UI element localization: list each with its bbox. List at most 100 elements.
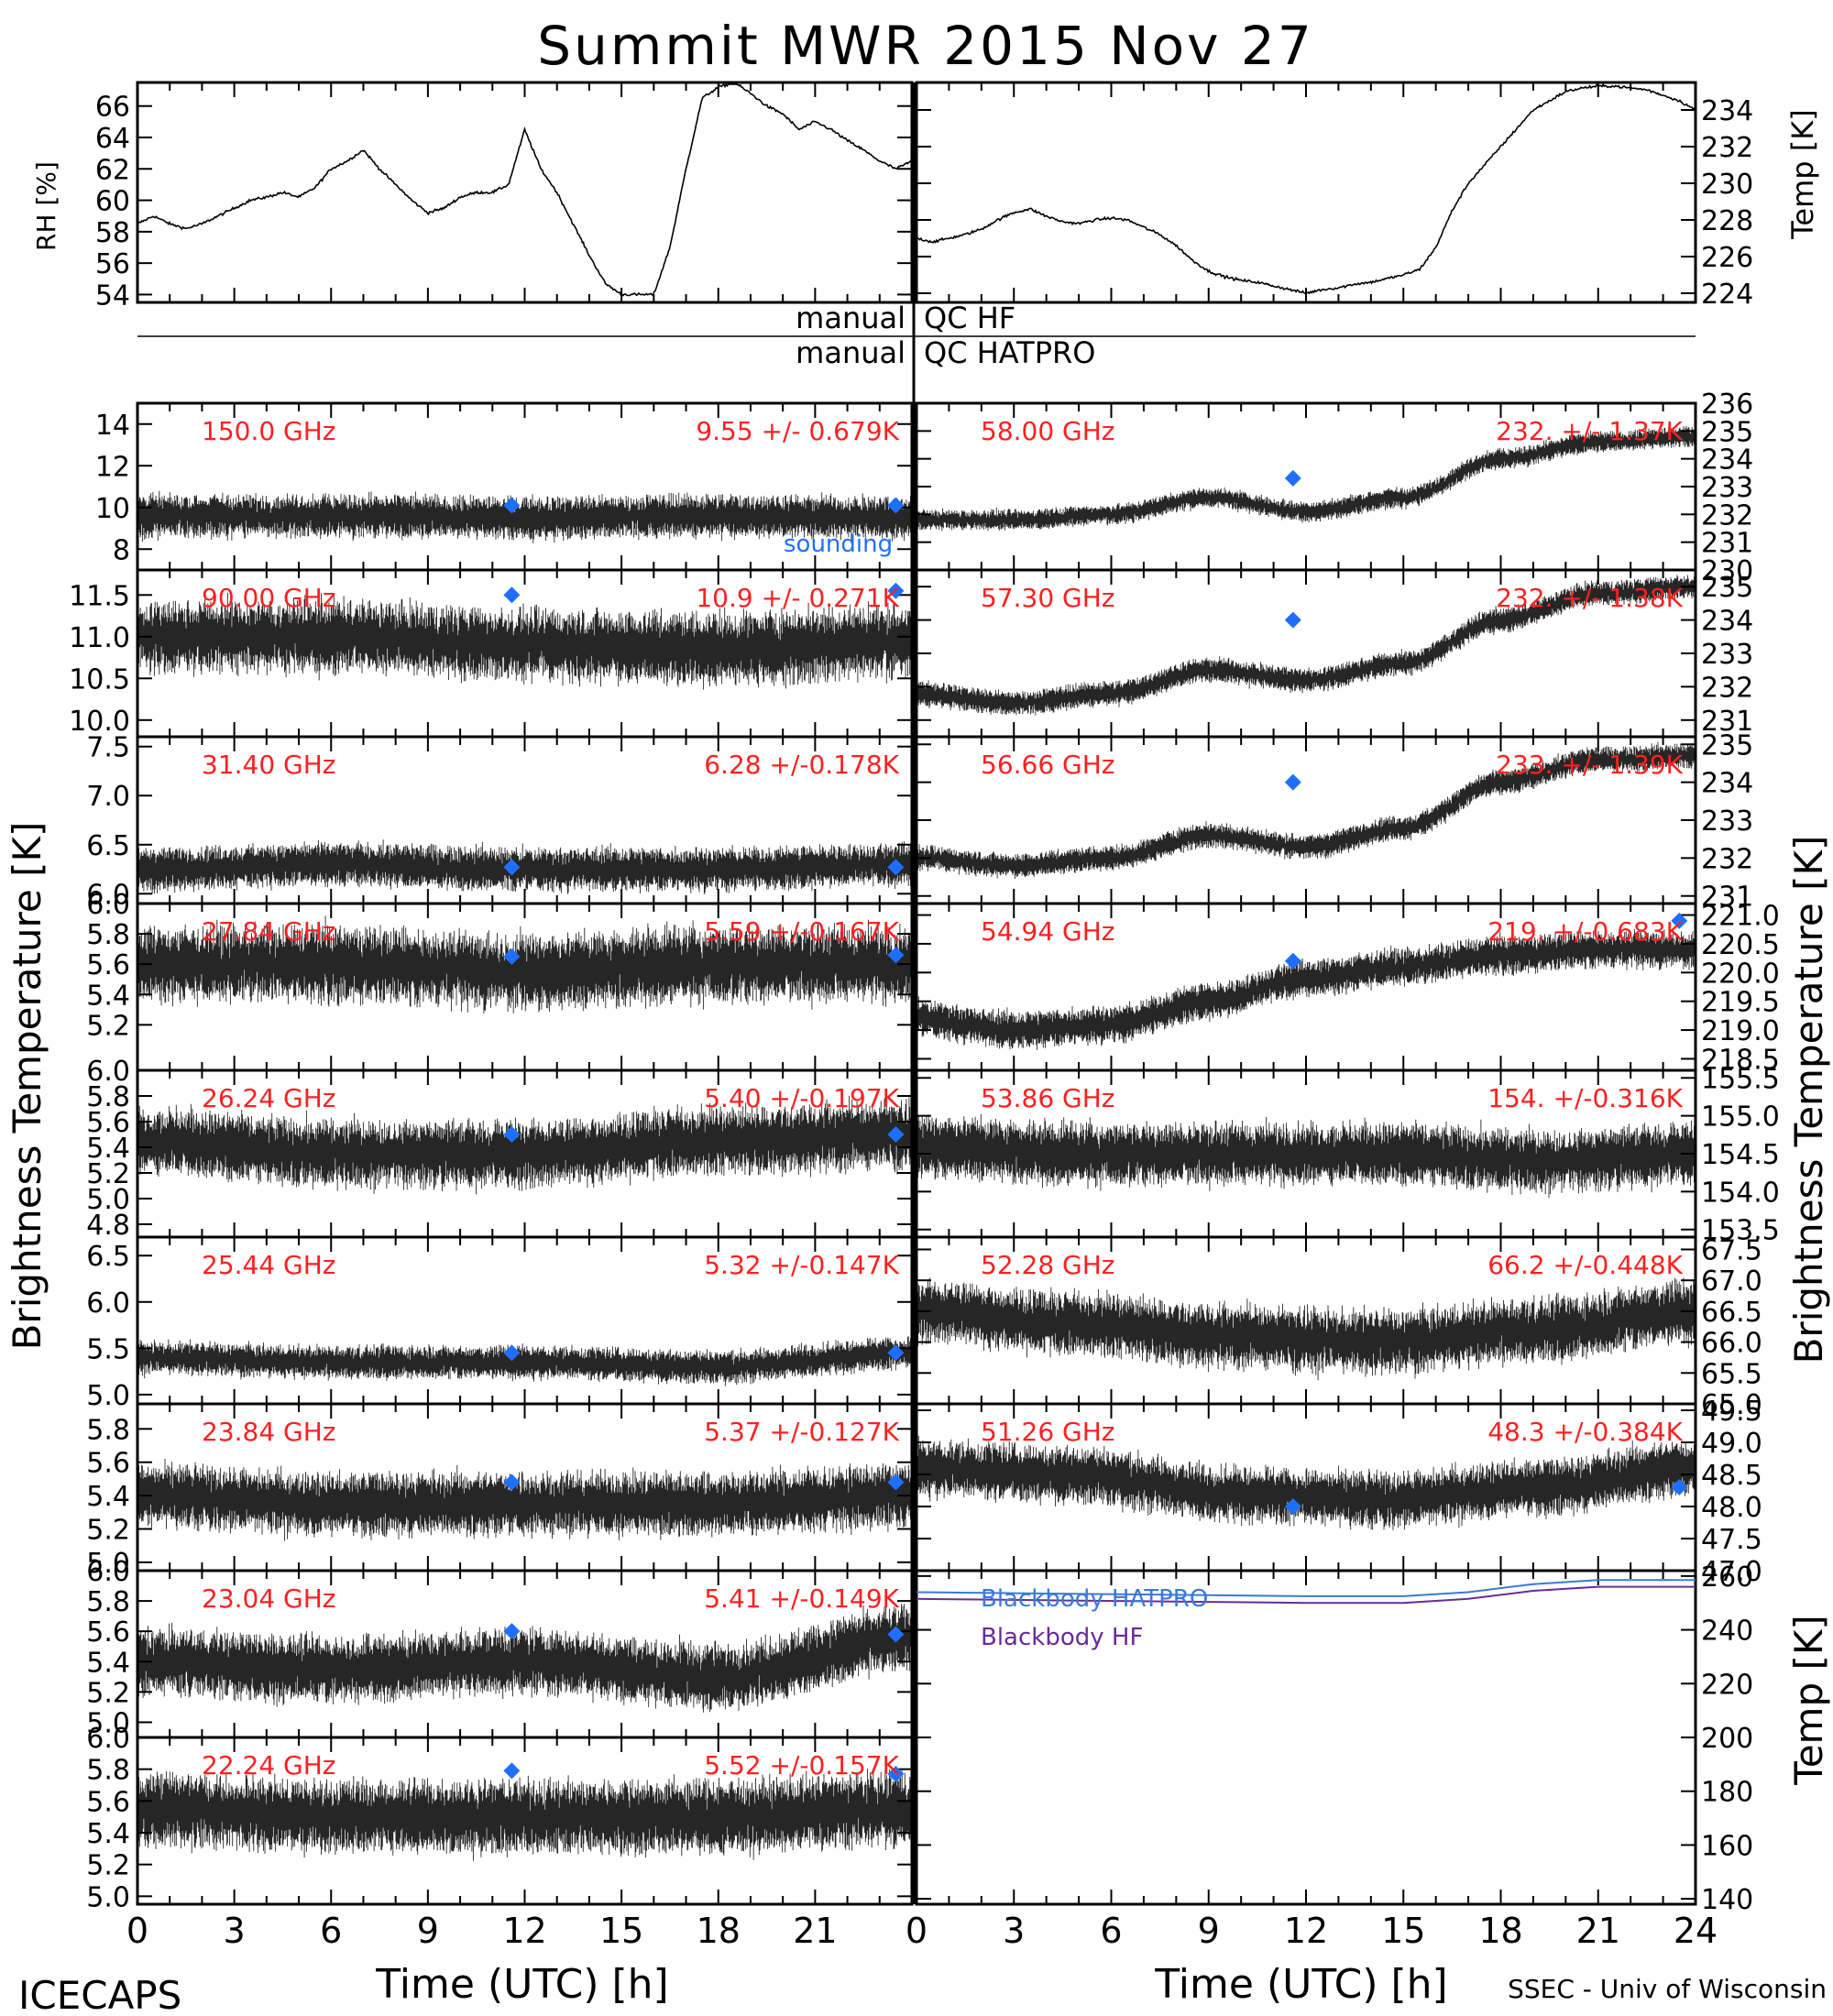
y-tick-label: 153.5 [1701, 1215, 1780, 1247]
y-tick-label: 233 [1701, 472, 1753, 504]
stat-label: 154. +/-0.316K [1487, 1083, 1683, 1113]
y-tick-label: 240 [1701, 1616, 1753, 1648]
y-tick-label: 234 [1701, 444, 1753, 477]
y-tick-label: 5.4 [86, 1481, 130, 1513]
sounding-marker [1284, 773, 1301, 791]
left-panel-6: 5.0 5.5 6.0 6.5 25.44 GHz 5.32 +/-0.147K [86, 1235, 914, 1412]
x-tick-label: 9 [417, 1911, 439, 1951]
frequency-label: 23.04 GHz [202, 1583, 336, 1614]
frequency-label: 58.00 GHz [981, 416, 1115, 446]
y-tick-label: 47.0 [1701, 1556, 1762, 1588]
sounding-marker [887, 1626, 905, 1643]
y-tick-label: 56 [95, 248, 130, 280]
x-tick-label: 18 [697, 1911, 741, 1951]
y-tick-label: 234 [1701, 606, 1753, 638]
y-tick-label: 5.0 [86, 1707, 130, 1739]
blackbody-panel: 140 160 180 200 220 240 260 [915, 1561, 1753, 1916]
sounding-marker [1284, 952, 1301, 970]
data-points [137, 592, 913, 690]
y-tick-label: 54 [95, 279, 130, 312]
x-tick-label: 15 [599, 1911, 643, 1951]
data-points [137, 839, 913, 894]
sounding-marker [503, 1474, 521, 1491]
y-tick-label: 47.5 [1701, 1524, 1762, 1556]
y-tick-label: 230 [1701, 169, 1753, 201]
y-tick-label: 5.4 [86, 1818, 130, 1850]
y-tick-label: 10 [95, 493, 130, 525]
sounding-marker [503, 586, 521, 604]
sounding-marker [1284, 469, 1301, 487]
left-panel-3: 6.0 6.5 7.0 7.5 31.40 GHz 6.28 +/-0.178K [86, 732, 914, 911]
y-tick-label: 6.0 [86, 1556, 130, 1588]
y-tick-label: 6.0 [86, 879, 130, 911]
y-tick-label: 11.5 [69, 580, 130, 612]
y-tick-label: 231 [1701, 528, 1753, 560]
y-tick-label: 5.4 [86, 1133, 130, 1165]
y-tick-label: 235 [1701, 572, 1753, 604]
x-tick-label: 15 [1381, 1911, 1425, 1951]
y-tick-label: 6.0 [86, 1056, 130, 1088]
data-points [916, 928, 1696, 1050]
x-tick-label: 9 [1198, 1911, 1220, 1951]
frequency-label: 56.66 GHz [981, 750, 1115, 780]
frequency-label: 27.84 GHz [202, 916, 336, 947]
stat-label: 66.2 +/-0.448K [1487, 1250, 1683, 1280]
stat-label: 5.52 +/-0.157K [704, 1750, 899, 1780]
stat-label: 5.40 +/-0.197K [704, 1083, 899, 1113]
x-tick-label: 24 [1674, 1911, 1718, 1951]
y-tick-label: 11.0 [69, 622, 130, 654]
y-tick-label: 160 [1701, 1830, 1753, 1862]
frequency-label: 31.40 GHz [202, 750, 336, 780]
sounding-marker [887, 497, 905, 514]
y-tick-label: 5.5 [86, 1333, 130, 1365]
data-points [137, 1336, 913, 1386]
bb-series-2 [916, 1585, 1696, 1605]
y-tick-label: 48.5 [1701, 1460, 1762, 1492]
y-tick-label: 154.0 [1701, 1177, 1780, 1209]
y-tick-label: 235 [1701, 416, 1753, 448]
data-points [916, 1108, 1696, 1199]
sounding-marker [887, 947, 905, 964]
stat-label: 5.59 +/-0.167K [704, 916, 899, 947]
y-tick-label: 10.0 [69, 706, 130, 738]
y-tick-label: 224 [1701, 279, 1753, 311]
stat-label: 5.41 +/-0.149K [704, 1583, 899, 1614]
y-tick-label: 65.5 [1701, 1358, 1762, 1390]
y-tick-label: 5.8 [86, 1755, 130, 1787]
stat-label: 233. +/- 1.39K [1496, 750, 1683, 780]
y-tick-label: 5.0 [86, 1184, 130, 1216]
left-panel-5: 4.85.05.25.45.65.86.0 26.24 GHz 5.40 +/-0.… [86, 1056, 914, 1242]
left-panel-9: 5.05.25.45.65.86.0 22.24 GHz 5.52 +/-0.157… [86, 1723, 914, 1913]
y-tick-label: 234 [1701, 768, 1753, 800]
data-points [916, 1277, 1696, 1381]
frequency-label: 25.44 GHz [202, 1250, 336, 1280]
y-tick-label: 6.5 [86, 830, 130, 862]
y-tick-label: 226 [1701, 242, 1753, 274]
x-tick-label: 3 [1003, 1911, 1025, 1951]
y-tick-label: 5.2 [86, 1515, 130, 1547]
y-tick-label: 5.0 [86, 1380, 130, 1412]
y-tick-label: 5.6 [86, 1448, 130, 1480]
y-tick-label: 232 [1701, 132, 1753, 164]
left-panel-1: 8 10 12 14 150.0 GHz 9.55 +/- 0.679K [95, 401, 914, 572]
sounding-marker [1671, 1479, 1688, 1496]
y-tick-label: 5.0 [86, 1548, 130, 1580]
y-tick-label: 67.0 [1701, 1265, 1762, 1298]
y-tick-label: 260 [1701, 1561, 1753, 1594]
data-points [916, 425, 1696, 531]
right-panel-5: 153.5 154.0 154.5 155.0 155.5 53.86 GHz 154. +… [915, 1063, 1780, 1247]
x-tick-label: 6 [1100, 1911, 1122, 1951]
y-tick-label: 219.5 [1701, 987, 1780, 1019]
y-tick-label: 5.6 [86, 1616, 130, 1649]
y-tick-label: 221.0 [1701, 901, 1780, 933]
sounding-marker [503, 1623, 521, 1640]
x-tick-label: 6 [320, 1911, 342, 1951]
sounding-marker [887, 1765, 905, 1782]
x-tick-label: 12 [502, 1911, 546, 1951]
frequency-label: 23.84 GHz [202, 1417, 336, 1447]
y-tick-label: 233 [1701, 639, 1753, 671]
y-tick-label: 230 [1701, 555, 1753, 587]
y-tick-label: 49.0 [1701, 1428, 1762, 1460]
data-points [137, 1604, 913, 1713]
